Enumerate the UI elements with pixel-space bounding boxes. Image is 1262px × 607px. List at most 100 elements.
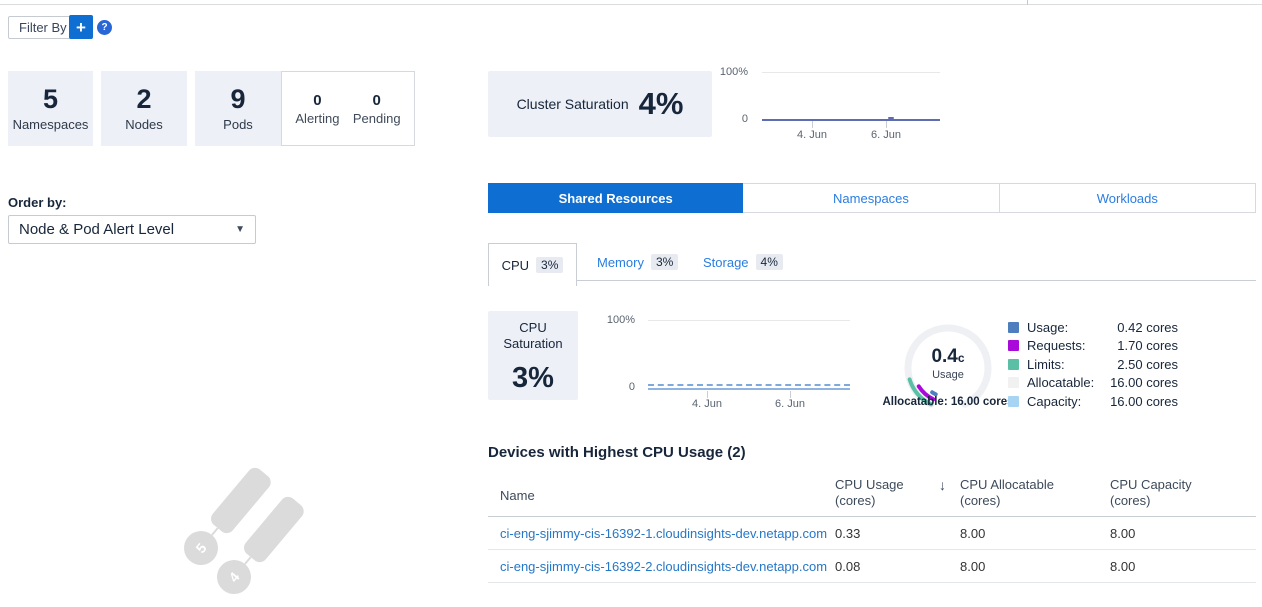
chevron-down-icon: ▼ (235, 224, 245, 235)
col-header-name[interactable]: Name (500, 487, 535, 503)
gauge-usage-arc (930, 390, 938, 397)
pods-count: 9 (230, 84, 246, 115)
pending-label: Pending (352, 110, 401, 126)
cluster-chart-xlabel-2: 6. Jun (871, 129, 901, 141)
order-by-label: Order by: (8, 195, 67, 210)
legend-row-limits: Limits: 2.50 cores (1008, 355, 1178, 374)
row1-cpu-allocatable: 8.00 (960, 525, 986, 541)
sort-desc-icon[interactable]: ↓ (939, 477, 946, 493)
row1-cpu-usage: 0.33 (835, 525, 861, 541)
row2-cpu-usage: 0.08 (835, 558, 861, 574)
cpu-chart-xlabel-1: 4. Jun (692, 398, 722, 410)
nodes-card: 2 Nodes (101, 71, 187, 146)
capacity-swatch (1008, 395, 1019, 407)
cluster-chart-tick-1 (812, 121, 813, 128)
cpu-chart-ymin: 0 (628, 381, 635, 393)
cpu-chart-line (648, 388, 850, 390)
filter-by-button[interactable]: Filter By (8, 16, 78, 39)
pods-card: 9 Pods (195, 71, 281, 146)
pod-alerts-box: 0 Alerting 0 Pending (281, 71, 415, 146)
tab-storage-label: Storage (703, 254, 749, 270)
table-row: ci-eng-sjimmy-cis-16392-1.cloudinsights-… (488, 517, 1256, 550)
namespaces-count: 5 (42, 84, 59, 115)
cpu-chart-tick-2 (790, 391, 791, 398)
legend-row-capacity: Capacity: 16.00 cores (1008, 392, 1178, 411)
cluster-chart-line (762, 119, 940, 121)
node-badge-2: 4 (210, 553, 258, 601)
col-header-cpu-usage[interactable]: CPU Usage (cores) ↓ (835, 475, 960, 516)
tab-memory[interactable]: Memory 3% (597, 243, 679, 281)
nodes-count: 2 (136, 84, 152, 115)
tab-namespaces[interactable]: Namespaces (743, 183, 1000, 213)
cluster-saturation-card: Cluster Saturation 4% (488, 71, 712, 137)
requests-swatch (1008, 340, 1019, 352)
tab-cpu-label: CPU (501, 257, 530, 273)
cluster-chart-peak (888, 117, 894, 119)
tab-cpu-badge: 3% (536, 257, 564, 273)
namespaces-card: 5 Namespaces (8, 71, 93, 146)
cpu-chart-gridline (648, 320, 850, 321)
node-connector-2 (244, 556, 252, 565)
resource-tab-bar: Memory 3% Storage 4% (488, 243, 1256, 281)
cluster-saturation-label: Cluster Saturation (516, 96, 629, 112)
nodes-label: Nodes (125, 116, 163, 132)
alerting-count: 0 (313, 91, 322, 109)
gauge-allocatable-footer: Allocatable: 16.00 cores (882, 396, 1014, 408)
devices-table-title: Devices with Highest CPU Usage (2) (488, 444, 746, 461)
cluster-saturation-value: 4% (638, 86, 684, 121)
table-row: ci-eng-sjimmy-cis-16392-2.cloudinsights-… (488, 550, 1256, 583)
gauge-usage-unit: c (957, 351, 965, 365)
tab-storage[interactable]: Storage 4% (703, 243, 783, 281)
node-connector-1 (211, 527, 219, 536)
tab-memory-label: Memory (597, 254, 644, 270)
col-header-cpu-allocatable[interactable]: CPU Allocatable (cores) (960, 477, 1054, 508)
tab-memory-badge: 3% (650, 254, 679, 270)
tab-workloads[interactable]: Workloads (999, 183, 1256, 213)
cluster-chart-gridline (762, 72, 940, 73)
order-by-selected-value: Node & Pod Alert Level (19, 221, 175, 238)
usage-swatch (1008, 321, 1019, 333)
device-link-2[interactable]: ci-eng-sjimmy-cis-16392-2.cloudinsights-… (500, 558, 828, 574)
tab-shared-resources[interactable]: Shared Resources (488, 183, 744, 213)
pending-count: 0 (372, 91, 381, 109)
gauge-center-text: 0.4c Usage (898, 346, 998, 381)
order-by-dropdown[interactable]: Node & Pod Alert Level ▼ (8, 215, 256, 244)
cpu-saturation-label: CPU Saturation (503, 320, 563, 352)
col-header-cpu-capacity[interactable]: CPU Capacity (cores) (1110, 477, 1192, 508)
cluster-chart-ymin: 0 (741, 113, 748, 125)
legend-row-usage: Usage: 0.42 cores (1008, 318, 1178, 337)
cpu-chart-xlabel-2: 6. Jun (775, 398, 805, 410)
cpu-chart-tick-1 (707, 391, 708, 398)
namespaces-label: Namespaces (12, 116, 89, 132)
device-link-1[interactable]: ci-eng-sjimmy-cis-16392-1.cloudinsights-… (500, 525, 828, 541)
cpu-saturation-value: 3% (512, 362, 554, 394)
tab-cpu[interactable]: CPU 3% (488, 243, 577, 286)
row2-cpu-allocatable: 8.00 (960, 558, 986, 574)
alerting-stat: 0 Alerting (295, 92, 339, 126)
row1-cpu-capacity: 8.00 (1110, 525, 1136, 541)
gauge-requests-arc (916, 384, 936, 402)
add-filter-button[interactable]: + (69, 15, 93, 39)
pods-label: Pods (223, 116, 253, 132)
node-badge-1: 5 (177, 524, 225, 572)
main-tab-bar: Shared Resources Namespaces Workloads (488, 183, 1256, 213)
cpu-legend: Usage: 0.42 cores Requests: 1.70 cores L… (1008, 318, 1178, 411)
cluster-chart-xlabel-1: 4. Jun (797, 129, 827, 141)
top-divider-tick (1027, 0, 1028, 5)
gauge-limits-arc (907, 377, 934, 407)
pending-stat: 0 Pending (353, 92, 401, 126)
legend-row-requests: Requests: 1.70 cores (1008, 337, 1178, 356)
limits-swatch (1008, 358, 1019, 370)
cpu-saturation-card: CPU Saturation 3% (488, 311, 578, 400)
allocatable-swatch (1008, 377, 1019, 389)
gauge-usage-value: 0.4 (931, 346, 958, 367)
row2-cpu-capacity: 8.00 (1110, 558, 1136, 574)
devices-table-header: Name CPU Usage (cores) ↓ CPU Allocatable… (488, 475, 1256, 517)
gauge-usage-label: Usage (932, 369, 964, 381)
gauge-svg (904, 324, 992, 408)
cpu-chart-ymax: 100% (606, 314, 635, 326)
cpu-chart-dashed-line (648, 384, 850, 386)
help-icon[interactable]: ? (97, 20, 112, 35)
devices-table: Name CPU Usage (cores) ↓ CPU Allocatable… (488, 475, 1256, 583)
cluster-chart-ymax: 100% (719, 66, 748, 78)
